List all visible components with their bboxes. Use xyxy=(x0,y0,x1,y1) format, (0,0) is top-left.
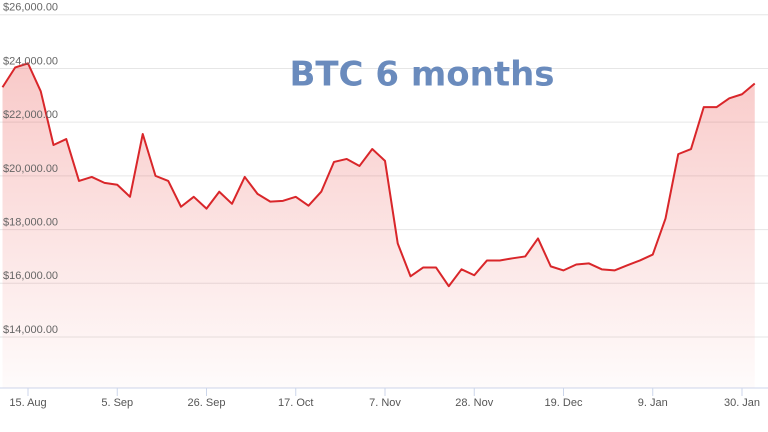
x-tick-label: 28. Nov xyxy=(455,397,493,409)
line xyxy=(1,62,756,288)
x-tick-label: 17. Oct xyxy=(278,397,313,409)
y-tick-label: $14,000.00 xyxy=(3,324,58,336)
y-tick-label: $26,000.00 xyxy=(3,2,58,14)
x-tick-label: 15. Aug xyxy=(9,397,46,409)
x-tick-label: 26. Sep xyxy=(188,397,226,409)
y-tick-label: $24,000.00 xyxy=(3,55,58,67)
chart-title: BTC 6 months xyxy=(289,55,554,95)
x-tick-label: 30. Jan xyxy=(724,397,760,409)
y-tick-label: $22,000.00 xyxy=(3,109,58,121)
x-tick-label: 9. Jan xyxy=(638,397,668,409)
y-tick-label: $16,000.00 xyxy=(3,270,58,282)
y-tick-label: $20,000.00 xyxy=(3,163,58,175)
y-tick-label: $18,000.00 xyxy=(3,216,58,228)
x-tick-label: 19. Dec xyxy=(545,397,583,409)
area xyxy=(2,63,755,388)
x-tick-label: 5. Sep xyxy=(101,397,133,409)
x-tick-label: 7. Nov xyxy=(369,397,401,409)
